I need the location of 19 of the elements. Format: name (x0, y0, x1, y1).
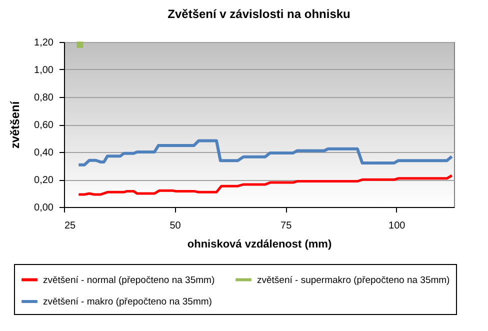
line-series (77, 139, 454, 166)
y-tick-label: 0,00 (34, 202, 54, 214)
y-tick-label: 0,40 (34, 148, 54, 158)
chart-title: Zvětšení v závislosti na ohnisku (168, 7, 350, 21)
x-tick-label: 25 (64, 220, 76, 232)
x-axis-title: ohnisková vzdálenost (mm) (187, 238, 332, 250)
y-tick-label: 1,00 (34, 65, 54, 76)
y-tick-label: 1,20 (34, 38, 54, 48)
y-axis-title: zvětšení (8, 100, 22, 149)
x-tick-label: 50 (170, 220, 182, 232)
legend-label: zvětšení - supermakro (přepočteno na 35mm) (257, 274, 450, 286)
y-tick-label: 0,80 (34, 92, 54, 104)
x-tick-label: 75 (280, 220, 292, 232)
y-tick-label: 0,60 (34, 120, 54, 131)
legend-label: zvětšení - makro (přepočteno na 35mm) (43, 296, 212, 308)
legend-label: zvětšení - normal (přepočteno na 35mm) (43, 274, 215, 286)
y-tick-label: 0,20 (34, 175, 54, 186)
x-tick-label: 100 (388, 220, 406, 232)
line-series (77, 174, 454, 196)
